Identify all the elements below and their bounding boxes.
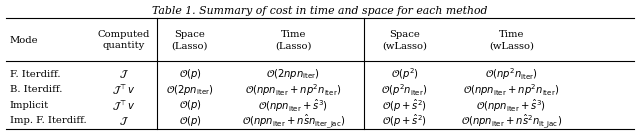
- Text: $\mathcal{O}(p)$: $\mathcal{O}(p)$: [179, 98, 201, 112]
- Text: B. Iterdiff.: B. Iterdiff.: [10, 85, 62, 94]
- Text: Table 1. Summary of cost in time and space for each method: Table 1. Summary of cost in time and spa…: [152, 6, 488, 16]
- Text: $\mathcal{J}$: $\mathcal{J}$: [119, 115, 129, 127]
- Text: $\mathcal{J}$: $\mathcal{J}$: [119, 68, 129, 80]
- Text: Space
(wLasso): Space (wLasso): [382, 30, 427, 50]
- Text: Time
(Lasso): Time (Lasso): [275, 30, 312, 50]
- Text: Computed
quantity: Computed quantity: [98, 30, 150, 50]
- Text: $\mathcal{O}(2npn_{\mathrm{iter}})$: $\mathcal{O}(2npn_{\mathrm{iter}})$: [266, 67, 320, 81]
- Text: $\mathcal{O}(npn_{\mathrm{iter}} + \hat{s}^3)$: $\mathcal{O}(npn_{\mathrm{iter}} + \hat{…: [476, 97, 547, 114]
- Text: $\mathcal{O}(p^2)$: $\mathcal{O}(p^2)$: [390, 67, 419, 82]
- Text: $\mathcal{O}(p)$: $\mathcal{O}(p)$: [179, 114, 201, 128]
- Text: Imp. F. Iterdiff.: Imp. F. Iterdiff.: [10, 116, 86, 126]
- Text: Time
(wLasso): Time (wLasso): [489, 30, 534, 50]
- Text: $\mathcal{O}(npn_{\mathrm{iter}} + \hat{s}^3)$: $\mathcal{O}(npn_{\mathrm{iter}} + \hat{…: [259, 97, 328, 114]
- Text: $\mathcal{O}(np^2n_{\mathrm{iter}})$: $\mathcal{O}(np^2n_{\mathrm{iter}})$: [485, 67, 538, 82]
- Text: $\mathcal{O}(npn_{\mathrm{iter}} + np^2n_{\mathrm{iter}})$: $\mathcal{O}(npn_{\mathrm{iter}} + np^2n…: [245, 82, 342, 98]
- Text: Space
(Lasso): Space (Lasso): [172, 30, 208, 50]
- Text: $\mathcal{O}(p)$: $\mathcal{O}(p)$: [179, 67, 201, 81]
- Text: $\mathcal{O}(p + \hat{s}^2)$: $\mathcal{O}(p + \hat{s}^2)$: [382, 113, 427, 129]
- Text: $\mathcal{O}(p^2n_{\mathrm{iter}})$: $\mathcal{O}(p^2n_{\mathrm{iter}})$: [381, 82, 428, 98]
- Text: Implicit: Implicit: [10, 101, 49, 110]
- Text: F. Iterdiff.: F. Iterdiff.: [10, 70, 60, 79]
- Text: $\mathcal{O}(npn_{\mathrm{iter}} + n\hat{s}^2n_{\mathrm{it\_jac}})$: $\mathcal{O}(npn_{\mathrm{iter}} + n\hat…: [461, 112, 562, 130]
- Text: $\mathcal{O}(p + \hat{s}^2)$: $\mathcal{O}(p + \hat{s}^2)$: [382, 97, 427, 114]
- Text: $\mathcal{O}(npn_{\mathrm{iter}} + np^2n_{\mathrm{iter}})$: $\mathcal{O}(npn_{\mathrm{iter}} + np^2n…: [463, 82, 559, 98]
- Text: $\mathcal{J}^\top v$: $\mathcal{J}^\top v$: [112, 83, 136, 97]
- Text: $\mathcal{J}^\top v$: $\mathcal{J}^\top v$: [112, 98, 136, 113]
- Text: $\mathcal{O}(npn_{\mathrm{iter}} + n\hat{s}n_{\mathrm{iter\_jac}})$: $\mathcal{O}(npn_{\mathrm{iter}} + n\hat…: [242, 112, 345, 130]
- Text: $\mathcal{O}(2pn_{\mathrm{iter}})$: $\mathcal{O}(2pn_{\mathrm{iter}})$: [166, 83, 214, 97]
- Text: Mode: Mode: [10, 36, 38, 45]
